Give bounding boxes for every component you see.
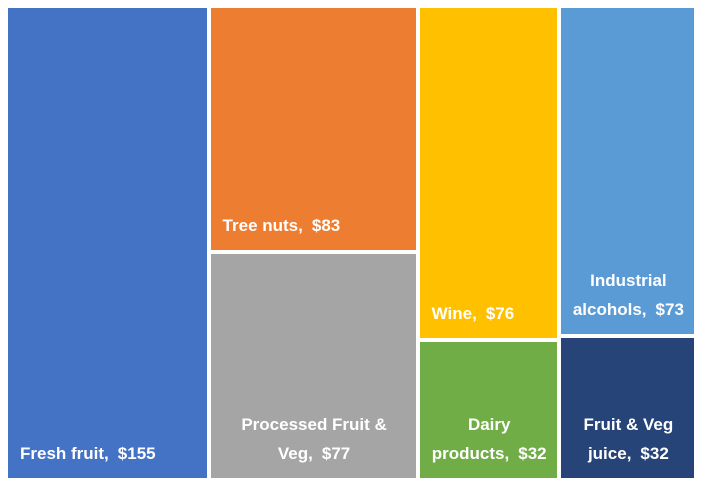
category-label: Fresh fruit, [20, 444, 109, 463]
tile: Industrial alcohols, $73 [560, 8, 694, 334]
value-label: $32 [518, 443, 547, 463]
category-label: Tree nuts, [222, 215, 303, 235]
data-label: Dairy products, $32 [432, 410, 547, 468]
tile: Processed Fruit & Veg, $77 [210, 253, 416, 478]
tile: Dairy products, $32 [419, 341, 557, 478]
value-label: $83 [311, 215, 341, 235]
value-label: $76 [485, 303, 515, 323]
value-label: $73 [655, 299, 684, 319]
tile: Wine, $76 [419, 8, 557, 338]
category-label: Dairy products, [431, 414, 511, 463]
tile: Fresh fruit, $155 [8, 8, 207, 478]
data-label: Fruit & Veg juice, $32 [573, 410, 684, 468]
data-label: Tree nuts, $83 [223, 211, 341, 240]
category-label: Industrial alcohols, [572, 270, 667, 319]
data-label: Fresh fruit, $155 [20, 439, 156, 468]
data-label: Processed Fruit & Veg, $77 [223, 410, 406, 468]
category-label: Wine, [431, 303, 477, 323]
value-label: $77 [321, 443, 351, 463]
data-label: Wine, $76 [432, 299, 515, 328]
data-label: Industrial alcohols, $73 [573, 266, 684, 324]
tile: Fruit & Veg juice, $32 [560, 337, 694, 478]
value-label: $155 [117, 444, 156, 463]
tile: Tree nuts, $83 [210, 8, 416, 250]
value-label: $32 [640, 443, 669, 463]
category-label: Processed Fruit & Veg, [241, 414, 387, 463]
category-label: Fruit & Veg juice, [583, 414, 674, 463]
